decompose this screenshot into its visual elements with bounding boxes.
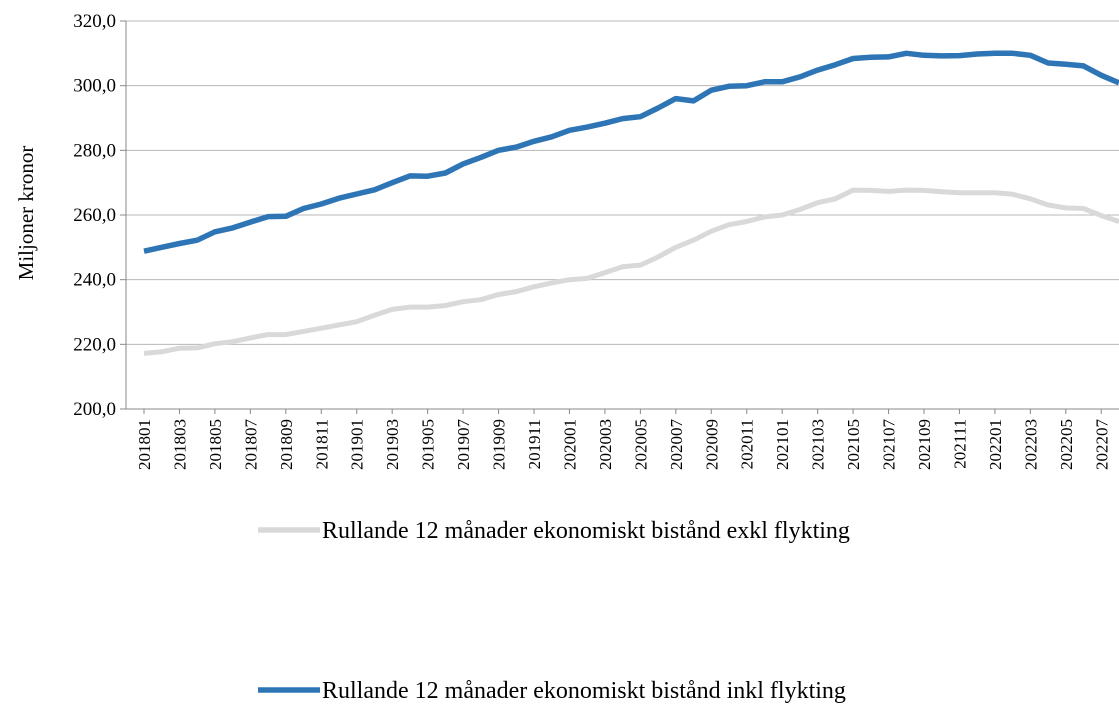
x-tick-label: 201803 [170, 419, 189, 470]
x-tick-label: 201811 [312, 419, 331, 469]
x-tick-label: 202009 [702, 419, 721, 470]
x-tick-label: 201907 [454, 419, 473, 471]
y-tick-label: 200,0 [73, 399, 116, 420]
x-tick-label: 202111 [950, 419, 969, 469]
x-tick-label: 202203 [1021, 419, 1040, 470]
series-line-2 [143, 50, 1119, 254]
x-tick-label: 202103 [809, 419, 828, 470]
x-tick-label: 201805 [206, 419, 225, 470]
gridlines [126, 20, 1119, 345]
x-tick-label: 201801 [135, 419, 154, 470]
x-tick-label: 202109 [915, 419, 934, 470]
x-tick-label: 201903 [383, 419, 402, 470]
x-tick-label: 201809 [277, 419, 296, 470]
y-tick-label: 300,0 [73, 76, 116, 97]
y-tick-label: 240,0 [73, 270, 116, 291]
x-tick-label: 202205 [1057, 419, 1076, 470]
x-tick-label: 201911 [525, 419, 544, 469]
x-tick-label: 202001 [560, 419, 579, 470]
y-axis-ticks: 200,0 220,0 240,0 260,0 280,0 300,0 320,0 [73, 11, 126, 420]
y-tick-label: 320,0 [73, 11, 116, 32]
x-tick-label: 202207 [1092, 419, 1111, 471]
x-tick-label: 201901 [348, 419, 367, 470]
x-tick-label: 202201 [986, 419, 1005, 470]
x-tick-label: 201909 [490, 419, 509, 470]
y-tick-label: 260,0 [73, 205, 116, 226]
x-tick-label: 201905 [419, 419, 438, 470]
x-axis-ticks: 201801 201803 201805 201807 201809 201811 2019… [135, 409, 1111, 470]
x-tick-label: 202003 [596, 419, 615, 470]
legend: Rullande 12 månader ekonomiskt bistånd e… [258, 518, 850, 704]
legend-label: Rullande 12 månader ekonomiskt bistånd e… [322, 518, 850, 544]
y-axis-label: Miljoner kronor [14, 146, 38, 281]
x-tick-label: 202007 [667, 419, 686, 471]
x-tick-label: 202105 [844, 419, 863, 470]
x-tick-label: 201807 [241, 419, 260, 471]
x-tick-label: 202005 [631, 419, 650, 470]
legend-label: Rullande 12 månader ekonomiskt bistånd i… [322, 678, 846, 704]
y-tick-label: 220,0 [73, 334, 116, 355]
x-tick-label: 202101 [773, 419, 792, 470]
series-line-1 [143, 187, 1119, 356]
series-lines [143, 50, 1119, 356]
y-tick-label: 280,0 [73, 140, 116, 161]
x-tick-label: 202011 [738, 419, 757, 469]
x-tick-label: 202107 [880, 419, 899, 471]
